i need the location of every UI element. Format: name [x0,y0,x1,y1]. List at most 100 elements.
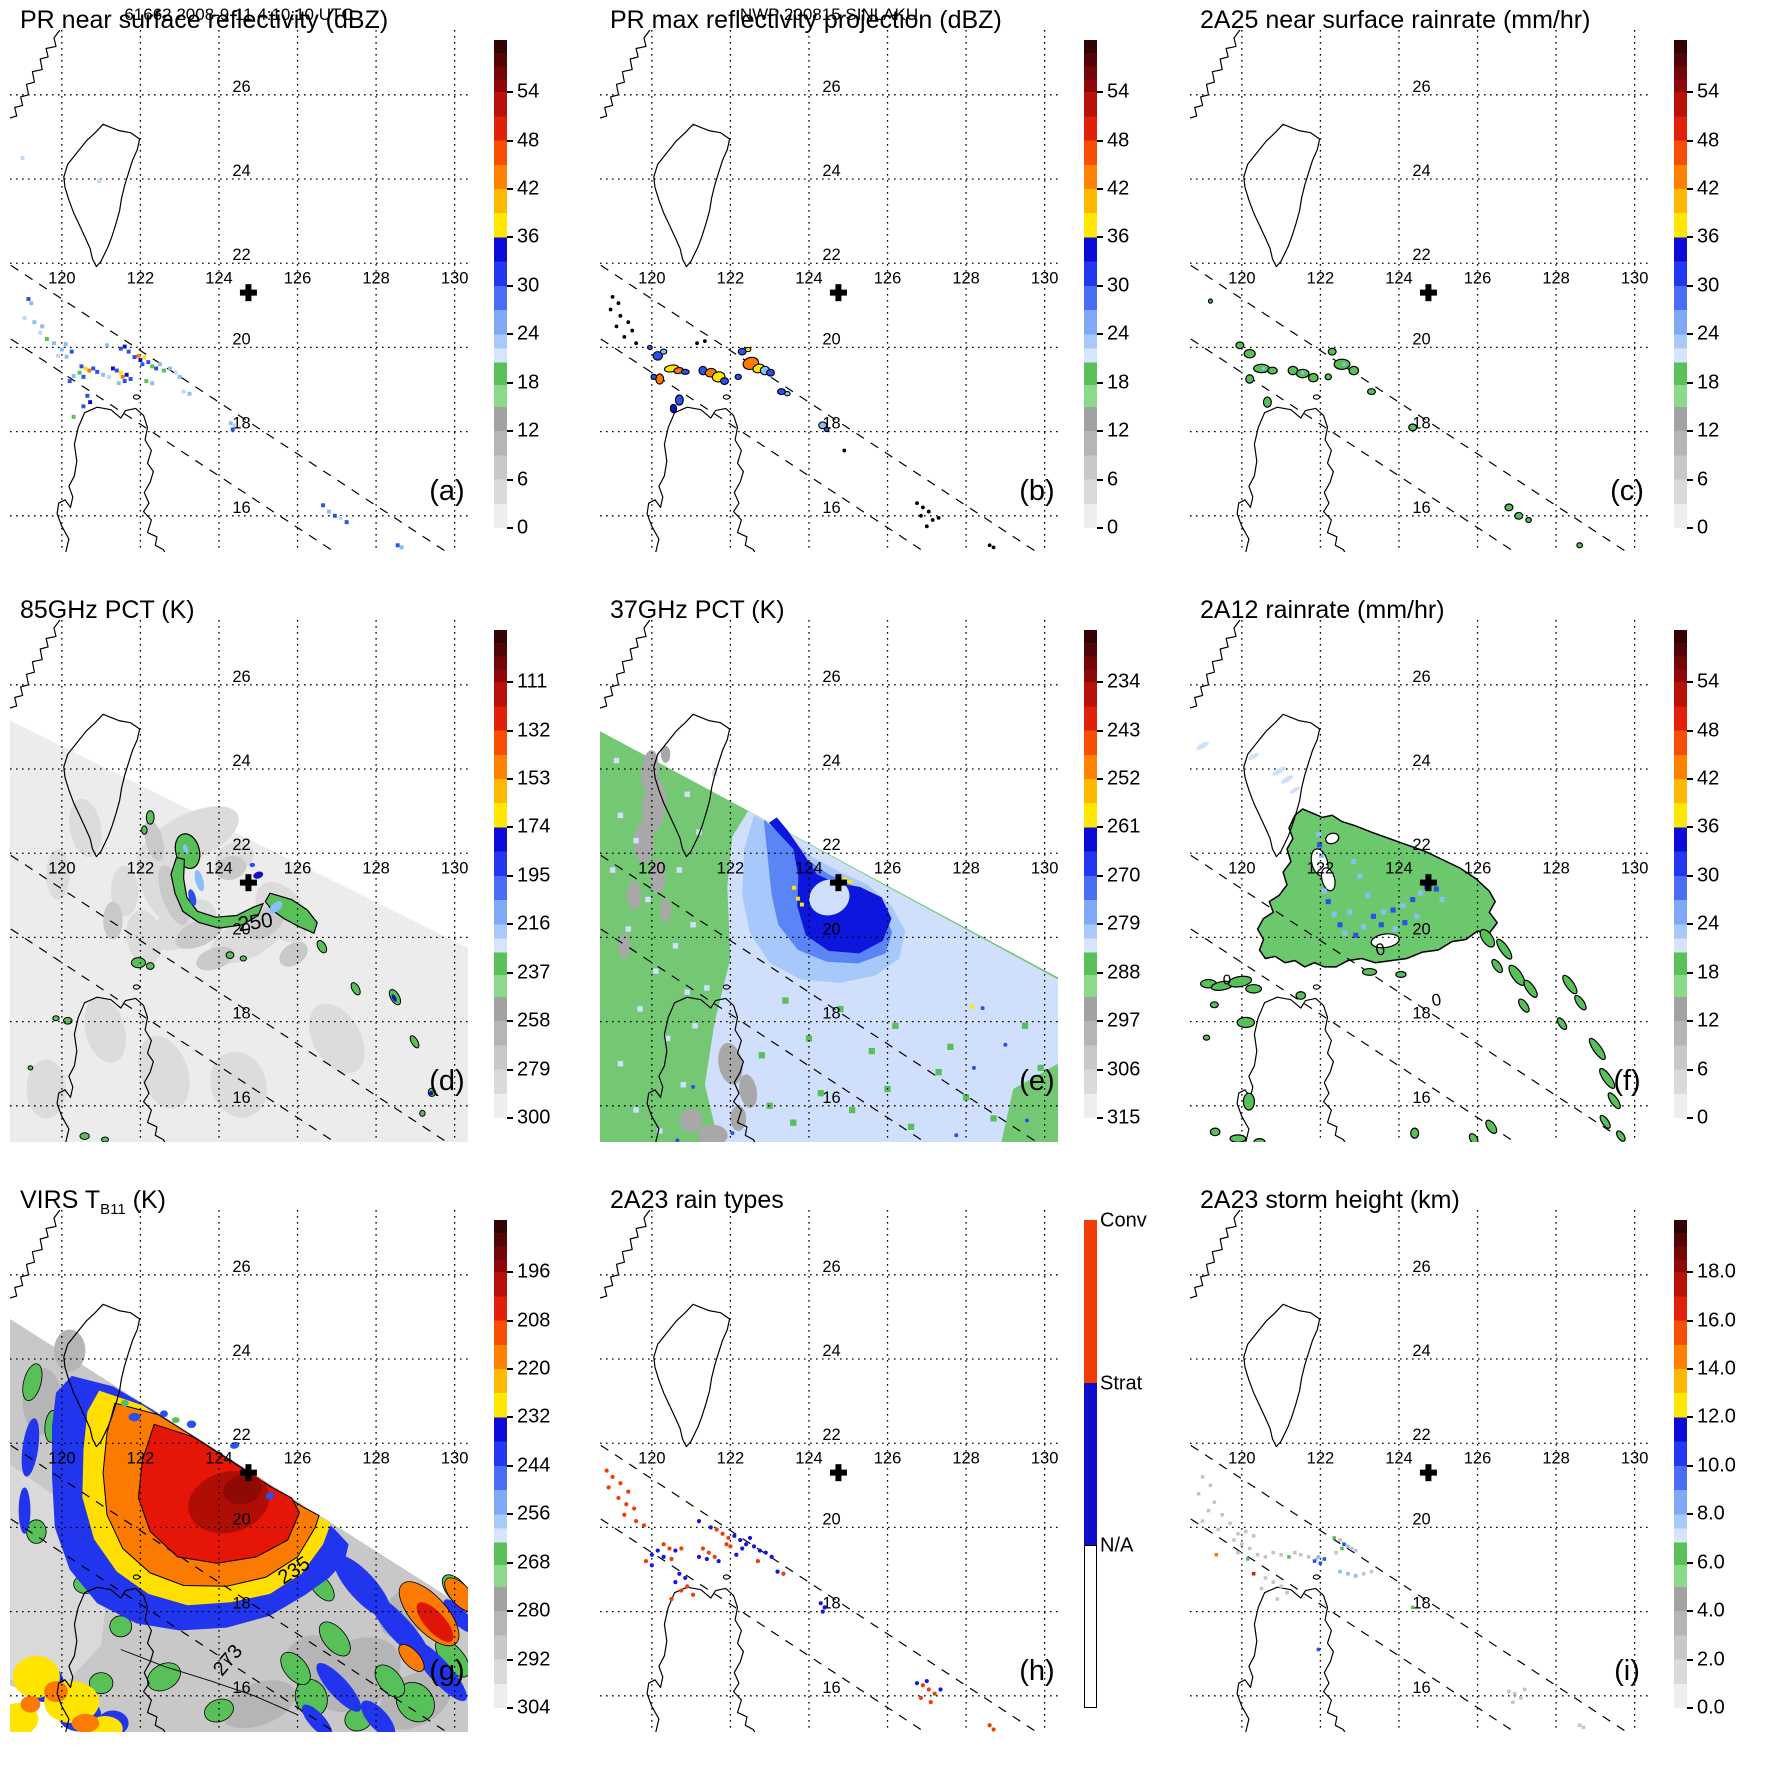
lon-tick-label: 130 [441,269,468,287]
lat-tick-label: 20 [822,920,840,938]
colorbar-tickmark [1097,381,1103,384]
taiwan-coastline [653,1303,731,1448]
colorbar-tick-label: 261 [1107,815,1141,838]
colorbar-tick-label: 12 [1697,419,1720,442]
pr-swath-edge-line [10,854,448,1142]
colorbar-tickmark [1097,478,1103,481]
colorbar-tick-label: 36 [1697,815,1720,838]
luzon-coastline [1236,996,1346,1142]
colorbar-tick-label: 48 [517,129,540,152]
overpass-header: 61662 2008-9-11 4:10:10 UTC [124,5,354,24]
luzon-coastline [646,406,756,552]
colorbar-d [494,630,507,1118]
lon-tick-label: 122 [1307,269,1335,287]
colorbar-b [1084,40,1097,528]
colorbar-tickmark [1687,923,1693,926]
map-f: 120 122 124 126 128 130 16 18 20 22 24 26 0 0 0 (f) [1190,620,1648,1142]
lat-tick-label: 16 [1412,1089,1430,1107]
colorbar-tickmark [507,874,513,877]
lon-tick-label: 124 [205,859,233,877]
colorbar-tick-label: 279 [517,1058,551,1081]
colorbar-tick-label: 14.0 [1697,1357,1736,1380]
panel-h: 2A23 rain types 120 122 124 126 128 130 16 18 20 2… [590,1180,1180,1770]
panel-title-h: 2A23 rain types [610,1186,784,1214]
colorbar-tick-label: 24 [1697,322,1720,345]
colorbar-tick-label: 30 [1697,274,1720,297]
storm-center-cross [829,284,847,302]
colorbar-tickmark [1687,874,1693,877]
lat-tick-label: 26 [822,78,840,96]
colorbar-tick-label: 24 [517,322,540,345]
islet-coastline [1312,1574,1321,1580]
colorbar-tick-label: 153 [517,767,551,790]
lat-tick-label: 26 [822,1258,840,1276]
lat-tick-label: 24 [232,162,250,180]
colorbar-tickmark [1097,778,1103,781]
colorbar-tick-label: 234 [1107,670,1141,693]
colorbar-tick-label: 288 [1107,961,1141,984]
colorbar-tick-label: 12 [1697,1009,1720,1032]
lat-tick-label: 20 [822,330,840,348]
pr-swath-edge-line [600,928,926,1142]
colorbar-tickmark [507,1319,513,1322]
lon-tick-label: 126 [874,859,902,877]
colorbar-tickmark [1687,1464,1693,1467]
china-coastline [1190,30,1241,119]
colorbar-tick-label: 16.0 [1697,1309,1736,1332]
colorbar-tickmark [1687,478,1693,481]
panel-title-e: 37GHz PCT (K) [610,596,785,624]
lon-tick-label: 126 [1464,269,1492,287]
luzon-coastline [56,1586,166,1732]
colorbar-tickmark [1687,1561,1693,1564]
lat-tick-label: 26 [232,78,250,96]
panel-title-a: PR near surface reflectivity (dBZ) [20,6,389,34]
lat-tick-label: 20 [1412,330,1430,348]
lon-tick-label: 130 [1621,1449,1648,1467]
lon-tick-label: 120 [638,859,666,877]
lon-tick-label: 126 [284,1449,312,1467]
lon-tick-label: 122 [717,1449,745,1467]
panel-letter: (d) [429,1065,464,1097]
lat-tick-label: 18 [1412,1005,1430,1023]
colorbar-tickmark [1097,826,1103,829]
colorbar-tick-label: 2.0 [1697,1648,1725,1671]
map-e: 120 122 124 126 128 130 16 18 20 22 24 26 (e) [600,620,1058,1142]
colorbar-tick-label: 195 [517,864,551,887]
china-coastline [600,620,651,709]
panel-e: 37GHz PCT (K) 120 122 124 126 128 130 16 18 20 22 2… [590,590,1180,1180]
lat-tick-label: 16 [232,499,250,517]
lon-tick-label: 122 [1307,1449,1335,1467]
colorbar-tickmark [1687,139,1693,142]
lat-tick-label: 24 [822,752,840,770]
colorbar-g [494,1220,507,1708]
colorbar-category-label: Strat [1100,1373,1143,1396]
luzon-coastline [646,1586,756,1732]
lon-tick-label: 130 [1031,269,1058,287]
colorbar-segment-strat [1084,1383,1097,1545]
colorbar-tick-label: 42 [1107,177,1130,200]
contour-label: 0 [1430,990,1443,1010]
lon-tick-label: 126 [874,269,902,287]
colorbar-tick-label: 18 [1697,371,1720,394]
colorbar-tickmark [1687,1068,1693,1071]
lat-tick-label: 18 [822,1005,840,1023]
china-coastline [600,30,651,119]
colorbar-tickmark [1097,139,1103,142]
colorbar-a [494,40,507,528]
lat-tick-label: 26 [1412,1258,1430,1276]
panel-title-b: PR max reflectivity projection (dBZ) [610,6,1002,34]
lat-tick-label: 22 [822,246,840,264]
panel-letter: (e) [1019,1065,1054,1097]
lon-tick-label: 126 [284,269,312,287]
taiwan-coastline [63,1303,141,1448]
colorbar-tick-label: 6 [1107,468,1119,491]
lat-tick-label: 22 [232,246,250,264]
colorbar-tickmark [1687,1020,1693,1023]
colorbar-tick-label: 6 [517,468,529,491]
lon-tick-label: 122 [1307,859,1335,877]
contour-label: 0 [1223,972,1231,989]
colorbar-e [1084,630,1097,1118]
